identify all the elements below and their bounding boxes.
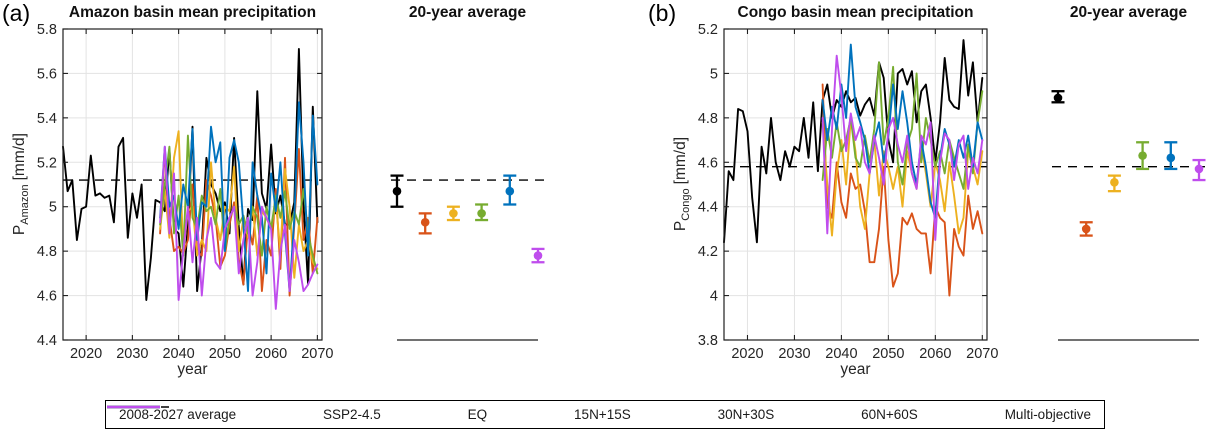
- panel-a-label: (a): [2, 0, 31, 26]
- errorbar-ssp2-4-5: [1051, 90, 1065, 104]
- errorbar-15n-15s: [1107, 174, 1121, 193]
- legend-item-60n-60s: 60N+60S: [107, 405, 918, 422]
- y-tick-label: 5: [49, 200, 57, 216]
- legend-item-eq: EQ: [107, 405, 488, 422]
- y-tick-label: 3.8: [698, 333, 718, 349]
- legend: 2008-2027 average SSP2-4.5 EQ 15N+15S 30N+30…: [105, 400, 1105, 429]
- legend-line-sample-multi-objective: [107, 405, 160, 409]
- legend-label-30n-30s: 30N+30S: [717, 407, 775, 422]
- legend-label-multi-objective: Multi-objective: [1004, 407, 1091, 422]
- series-multi-objective: [159, 145, 319, 310]
- x-tick-label: 2060: [255, 346, 287, 362]
- ylabel-unit: [mm/d]: [10, 133, 28, 181]
- legend-item-2008-2027-average: 2008-2027 average: [107, 406, 237, 422]
- x-tick-label: 2020: [731, 346, 763, 362]
- amazon-average-title: 20-year average: [408, 4, 527, 21]
- panel-amazon-basin-mean-precipitation: 2020 2030 2040 2050 2060 2070 4.4 4.6 4.8 5 5.2 5.4…: [37, 22, 545, 362]
- amazon-timeseries-title: Amazon basin mean precipitation: [68, 4, 317, 21]
- errorbar-panel-amazon-basin-mean-precipitation: [390, 174, 545, 341]
- panel-congo-basin-mean-precipitation: 2020 2030 2040 2050 2060 2070 3.8 4 4.2 4.4 4.6 4.8…: [698, 22, 1206, 362]
- y-tick-label: 4.4: [37, 333, 57, 349]
- legend-label-eq: EQ: [467, 407, 488, 422]
- errorbar-multi-objective: [1192, 158, 1206, 182]
- series-60n-60s: [821, 43, 984, 219]
- x-tick-label: 2040: [162, 346, 194, 362]
- legend-label-15n-15s: 15N+15S: [574, 407, 631, 422]
- errorbar-eq: [418, 212, 432, 235]
- y-tick-label: 4: [710, 289, 718, 305]
- y-tick-label: 4.2: [698, 244, 718, 260]
- series-multi-objective: [821, 54, 984, 241]
- x-tick-label: 2030: [778, 346, 810, 362]
- errorbar-30n-30s: [475, 203, 489, 222]
- x-tick-label: 2030: [116, 346, 148, 362]
- ylabel-subscript: Amazon: [19, 184, 32, 226]
- errorbar-eq: [1079, 221, 1093, 237]
- congo-average-title: 20-year average: [1069, 4, 1188, 21]
- x-tick-label: 2060: [919, 346, 951, 362]
- legend-item-30n-30s: 30N+30S: [107, 405, 775, 422]
- x-tick-label: 2050: [872, 346, 904, 362]
- congo-yaxis-label: PCongo [mm/d]: [669, 29, 695, 340]
- panel-b-label: (b): [648, 0, 677, 26]
- series-eq: [821, 83, 984, 297]
- errorbar-panel-congo-basin-mean-precipitation: [1051, 90, 1206, 341]
- legend-label-60n-60s: 60N+60S: [861, 407, 918, 422]
- ylabel-symbol: P: [671, 221, 689, 232]
- errorbar-60n-60s: [1164, 141, 1178, 171]
- ylabel-unit: [mm/d]: [671, 137, 689, 185]
- errorbar-15n-15s: [446, 205, 460, 222]
- legend-label-ssp2-4-5: SSP2-4.5: [322, 407, 381, 422]
- y-tick-label: 4.6: [698, 155, 718, 171]
- amazon-yaxis-label: PAmazon [mm/d]: [8, 29, 34, 340]
- x-tick-label: 2070: [966, 346, 998, 362]
- axes-box: 2020 2030 2040 2050 2060 2070 4.4 4.6 4.8 5 5.2 5.4…: [37, 22, 334, 362]
- x-tick-label: 2050: [209, 346, 241, 362]
- errorbar-60n-60s: [503, 174, 517, 206]
- x-tick-label: 2070: [301, 346, 333, 362]
- axes-box: 2020 2030 2040 2050 2060 2070 3.8 4 4.2 4.4 4.6 4.8…: [698, 22, 999, 362]
- y-tick-label: 5.2: [37, 155, 57, 171]
- legend-item-15n-15s: 15N+15S: [107, 405, 631, 422]
- errorbar-ssp2-4-5: [390, 174, 404, 208]
- legend-label-2008-2027-average: 2008-2027 average: [119, 407, 237, 422]
- congo-xaxis-label: year: [840, 361, 871, 378]
- y-tick-label: 5: [710, 66, 718, 82]
- ylabel-subscript: Congo: [680, 188, 693, 222]
- y-tick-label: 5.8: [37, 22, 57, 38]
- y-tick-label: 4.8: [37, 244, 57, 260]
- y-tick-label: 4.6: [37, 289, 57, 305]
- ylabel-symbol: P: [10, 225, 28, 236]
- y-tick-label: 5.6: [37, 66, 57, 82]
- y-tick-label: 5.4: [37, 111, 57, 127]
- congo-timeseries-title: Congo basin mean precipitation: [737, 4, 974, 21]
- errorbar-multi-objective: [531, 247, 545, 264]
- series-ssp2-4-5: [723, 39, 984, 244]
- amazon-xaxis-label: year: [177, 361, 208, 378]
- y-tick-label: 5.2: [698, 22, 718, 38]
- y-tick-label: 4.8: [698, 111, 718, 127]
- y-tick-label: 4.4: [698, 200, 718, 216]
- legend-item-ssp2-4-5: SSP2-4.5: [107, 405, 381, 422]
- x-tick-label: 2040: [825, 346, 857, 362]
- legend-item-multi-objective: Multi-objective: [107, 405, 1091, 422]
- errorbar-30n-30s: [1136, 141, 1150, 171]
- series-15n-15s: [821, 116, 984, 237]
- series-30n-30s: [159, 134, 319, 275]
- x-tick-label: 2020: [70, 346, 102, 362]
